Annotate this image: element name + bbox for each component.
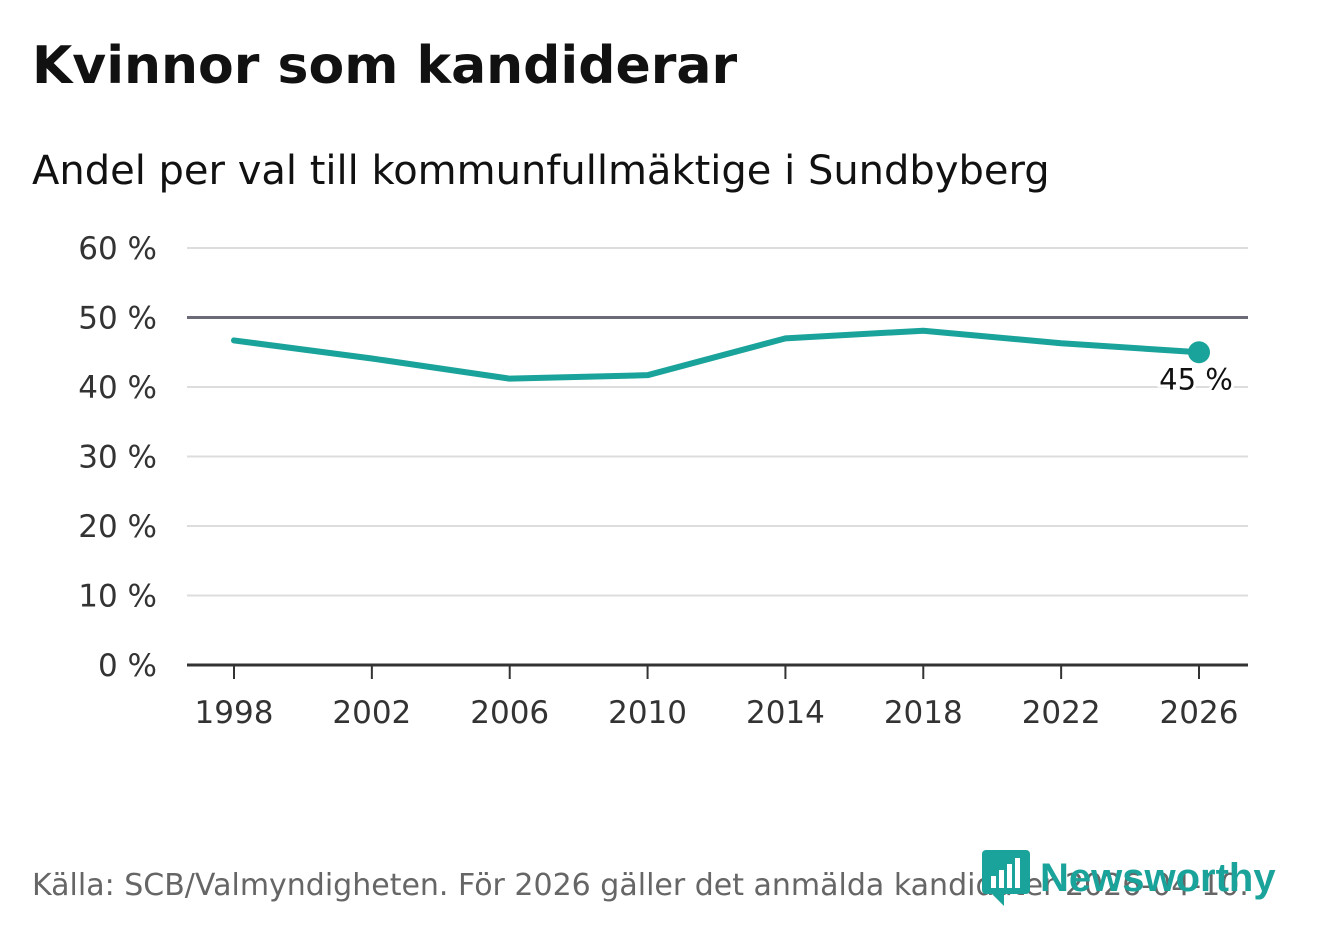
y-tick-label: 30 % — [78, 440, 157, 476]
y-tick-label: 60 % — [78, 231, 157, 267]
end-value-label: 45 % — [1159, 362, 1233, 396]
y-tick-label: 40 % — [78, 370, 157, 406]
brand-name: Newsworthy — [1040, 855, 1276, 900]
x-tick-label: 1998 — [195, 695, 274, 731]
newsworthy-logo-icon — [982, 850, 1030, 906]
y-tick-label: 50 % — [78, 301, 157, 337]
series-group: 45 % — [231, 327, 1236, 399]
x-axis-tick-labels: 1998 2002 2006 2010 2014 2018 2022 2026 — [195, 695, 1239, 731]
x-tick-label: 2006 — [470, 695, 549, 731]
newsworthy-logo: Newsworthy — [982, 850, 1276, 906]
chart-title: Kvinnor som kandiderar — [32, 36, 738, 96]
x-tick-label: 2002 — [332, 695, 411, 731]
x-tick-label: 2010 — [608, 695, 687, 731]
x-tick-label: 2022 — [1022, 695, 1101, 731]
end-point-marker — [1188, 341, 1210, 364]
chart-subtitle: Andel per val till kommunfullmäktige i S… — [32, 148, 1050, 194]
x-axis — [187, 663, 1248, 679]
series-line — [231, 327, 1202, 382]
y-tick-label: 10 % — [78, 579, 157, 615]
source-note: Källa: SCB/Valmyndigheten. För 2026 gäll… — [32, 868, 1249, 903]
y-axis-tick-labels: 0 % 10 % 20 % 30 % 40 % 50 % 60 % — [78, 231, 157, 684]
x-tick-label: 2014 — [746, 695, 825, 731]
grid-lines — [187, 247, 1248, 597]
x-tick-label: 2018 — [884, 695, 963, 731]
y-tick-label: 20 % — [78, 509, 157, 545]
x-tick-label: 2026 — [1160, 695, 1239, 731]
y-tick-label: 0 % — [98, 648, 157, 684]
